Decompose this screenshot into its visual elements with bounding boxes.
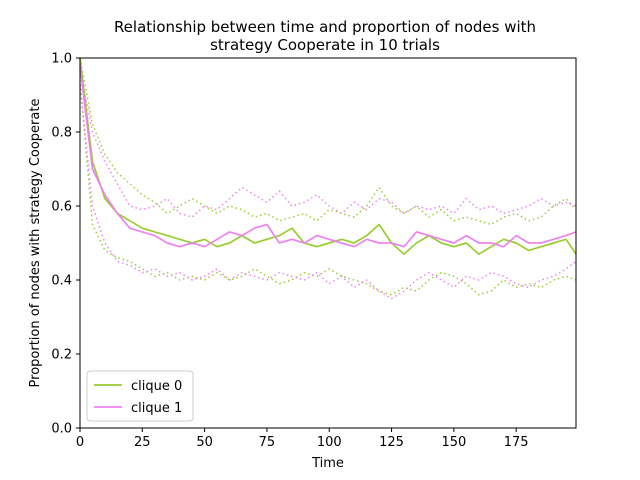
series-layer xyxy=(79,57,577,300)
y-axis-ticks: 0.0 0.2 0.4 0.6 0.8 1.0 xyxy=(51,52,80,437)
y-tick-label: 0.8 xyxy=(51,126,72,141)
legend-label-clique-1: clique 1 xyxy=(131,401,182,416)
series-line-clique-1 xyxy=(79,65,577,248)
trial-line-5 xyxy=(79,83,577,300)
y-tick-label: 0.2 xyxy=(51,348,72,363)
trial-line-4 xyxy=(79,68,577,218)
legend-box xyxy=(86,370,194,422)
legend-label-clique-0: clique 0 xyxy=(131,379,182,394)
trial-line-2 xyxy=(79,57,577,226)
x-tick-label: 25 xyxy=(134,435,151,450)
y-tick-label: 0.0 xyxy=(51,422,72,437)
x-axis-ticks: 0 25 50 75 100 125 150 175 xyxy=(76,428,529,450)
x-tick-label: 175 xyxy=(504,435,529,450)
x-tick-label: 150 xyxy=(441,435,466,450)
chart-title-line-1: Relationship between time and proportion… xyxy=(114,18,536,36)
y-tick-label: 0.6 xyxy=(51,200,72,215)
x-tick-label: 125 xyxy=(379,435,404,450)
x-axis-label: Time xyxy=(311,456,344,471)
legend: clique 0 clique 1 xyxy=(86,370,194,422)
x-tick-label: 75 xyxy=(259,435,276,450)
y-axis-label: Proportion of nodes with strategy Cooper… xyxy=(28,99,43,388)
y-tick-label: 1.0 xyxy=(51,52,72,67)
x-tick-label: 100 xyxy=(317,435,342,450)
y-tick-label: 0.4 xyxy=(51,274,72,289)
plot-frame xyxy=(79,57,577,429)
chart-title-line-2: strategy Cooperate in 10 trials xyxy=(210,36,440,54)
x-tick-label: 50 xyxy=(196,435,213,450)
x-tick-label: 0 xyxy=(76,435,84,450)
